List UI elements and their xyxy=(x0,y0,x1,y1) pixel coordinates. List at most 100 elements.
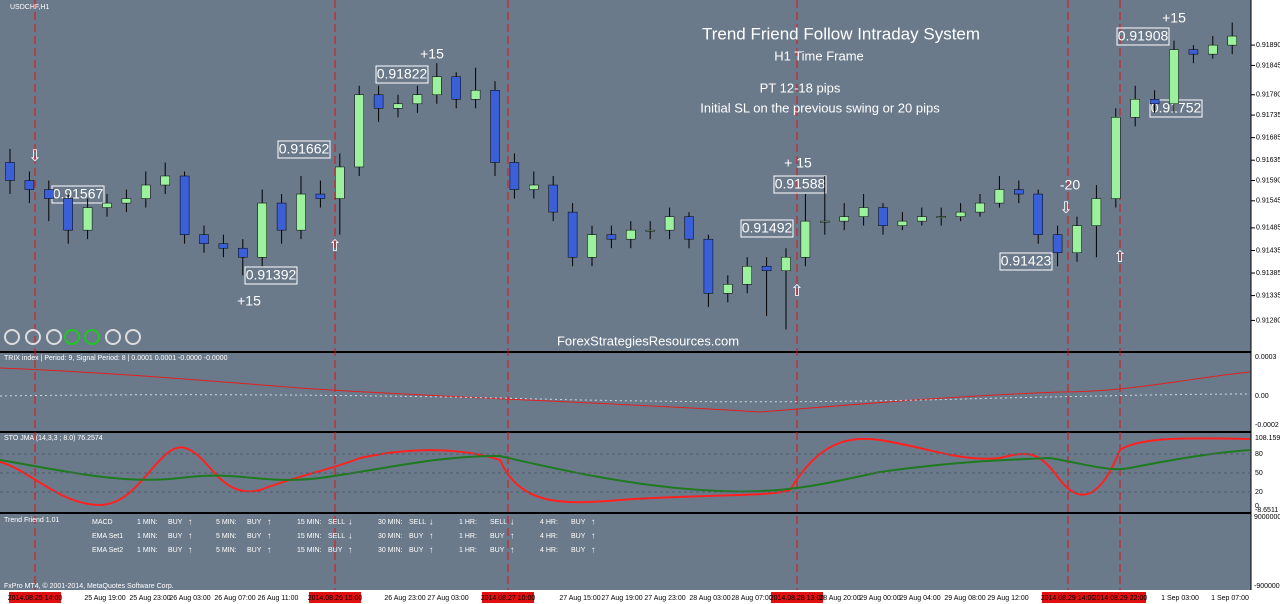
time-label: 2014.08.26 15:00 xyxy=(308,595,363,602)
price-label: 0.91392 xyxy=(246,267,297,283)
y-tick-label: 0.91385 xyxy=(1256,270,1280,277)
candle-body xyxy=(354,94,364,168)
time-label: 29 Aug 08:00 xyxy=(944,595,985,602)
signal-arrow: ↓ xyxy=(348,530,353,540)
column-label: 4 HR: xyxy=(540,547,558,554)
signal: BUY xyxy=(168,547,183,554)
candle-body xyxy=(567,211,578,258)
trix-axis-label: 0.0003 xyxy=(1255,354,1277,361)
time-label: 2014.08.29 22:00 xyxy=(1093,595,1148,602)
time-label: 26 Aug 23:00 xyxy=(384,595,425,602)
time-label: 1 Sep 03:00 xyxy=(1161,595,1199,602)
candle-body xyxy=(296,193,306,231)
watermark: ForexStrategiesResources.com xyxy=(557,333,739,348)
candle-body xyxy=(1072,225,1082,253)
time-label: 29 Aug 04:00 xyxy=(899,595,940,602)
signal: BUY xyxy=(490,547,505,554)
time-label: 29 Aug 12:00 xyxy=(987,595,1028,602)
trend-axis-label: 9000000 xyxy=(1254,514,1280,521)
price-label-box xyxy=(244,266,298,285)
signal-arrow: ⇧ xyxy=(328,238,341,255)
price-label: 0.91662 xyxy=(279,141,330,157)
time-label: 28 Aug 20:00 xyxy=(819,595,860,602)
circle xyxy=(64,329,80,345)
candle-body xyxy=(1149,99,1160,105)
time-highlight xyxy=(9,592,61,603)
candle-body xyxy=(451,76,461,100)
signal: SELL xyxy=(328,519,345,526)
time-highlight xyxy=(1042,592,1094,603)
signal: SELL xyxy=(409,519,426,526)
y-tick-label: 0.91335 xyxy=(1256,292,1280,299)
candle-body xyxy=(626,229,636,240)
time-label: 2014.08.28 13:00 xyxy=(770,595,825,602)
signal-arrow: ↑ xyxy=(267,516,272,526)
column-label: 30 MIN: xyxy=(378,519,403,526)
signal-arrow: ⇩ xyxy=(1059,200,1072,217)
candle-body xyxy=(1052,234,1063,253)
trix-header: TRIX index | Period: 9, Signal Period: 8… xyxy=(4,355,228,362)
y-tick-label: 0.91635 xyxy=(1256,157,1280,164)
candle-body xyxy=(121,198,132,204)
signal-arrow: ↑ xyxy=(429,530,434,540)
y-tick-label: 0.91890 xyxy=(1256,42,1280,49)
candle-body xyxy=(373,94,384,109)
candle-body xyxy=(529,184,539,190)
signal-arrow: ↑ xyxy=(510,530,515,540)
signal-arrow: ↑ xyxy=(188,544,193,554)
sto-axis-label: 108.1599 xyxy=(1255,435,1280,442)
signal: BUY xyxy=(409,547,424,554)
time-highlight xyxy=(309,592,361,603)
column-label: 15 MIN: xyxy=(297,519,322,526)
price-label: 0.91492 xyxy=(742,220,793,236)
signal-arrow: ⇧ xyxy=(790,283,803,300)
signal: BUY xyxy=(490,533,505,540)
signal: SELL xyxy=(328,533,345,540)
signal-arrow: ↑ xyxy=(591,516,596,526)
candle-body xyxy=(5,162,15,181)
y-tick-label: 0.91435 xyxy=(1256,247,1280,254)
column-label: 4 HR: xyxy=(540,519,558,526)
time-label: 26 Aug 03:00 xyxy=(169,595,210,602)
candle-body xyxy=(412,94,423,105)
signal-arrow: ↑ xyxy=(429,544,434,554)
time-label: 27 Aug 19:00 xyxy=(601,595,642,602)
column-label: 1 HR: xyxy=(459,519,477,526)
signal-arrow: ↑ xyxy=(591,544,596,554)
symbol: USDCHF,H1 xyxy=(10,4,49,11)
note: Initial SL on the previous swing or 20 p… xyxy=(700,100,940,115)
time-highlight xyxy=(1094,592,1146,603)
circle xyxy=(105,329,121,345)
signal-arrow: ↑ xyxy=(188,530,193,540)
candle-body xyxy=(1169,49,1179,105)
column-label: 15 MIN: xyxy=(297,533,322,540)
candle-body xyxy=(432,76,442,96)
price-label: 0.91908 xyxy=(1118,28,1169,44)
column-label: 4 HR: xyxy=(540,533,558,540)
signal-arrow: ↓ xyxy=(348,516,353,526)
time-label: 28 Aug 07:00 xyxy=(731,595,772,602)
time-label: 27 Aug 23:00 xyxy=(644,595,685,602)
candle-body xyxy=(839,216,849,222)
candle-body xyxy=(179,175,190,235)
signal-arrow: ↑ xyxy=(267,530,272,540)
annotations: 0.91567 0.91392 0.91662 0.91822 0.91492 0.915… xyxy=(28,10,1203,309)
time-label: 29 Aug 00:00 xyxy=(859,595,900,602)
signal: BUY xyxy=(328,547,343,554)
signal-arrow: ↓ xyxy=(429,516,434,526)
pip-label: +15 xyxy=(237,293,261,309)
signal-arrow: ↑ xyxy=(510,544,515,554)
time-label: 25 Aug 19:00 xyxy=(84,595,125,602)
candle-body xyxy=(470,90,481,100)
candle-body xyxy=(761,266,772,272)
row-name: MACD xyxy=(92,519,113,526)
status-circles xyxy=(4,329,141,345)
time-label: 27 Aug 15:00 xyxy=(559,595,600,602)
sto-axis-label: 50 xyxy=(1255,470,1263,477)
candle-body xyxy=(1208,44,1218,55)
signal: BUY xyxy=(168,519,183,526)
candle-body xyxy=(684,216,694,240)
price-label: 0.91423 xyxy=(1001,253,1052,269)
subtitle: H1 Time Frame xyxy=(774,48,864,63)
